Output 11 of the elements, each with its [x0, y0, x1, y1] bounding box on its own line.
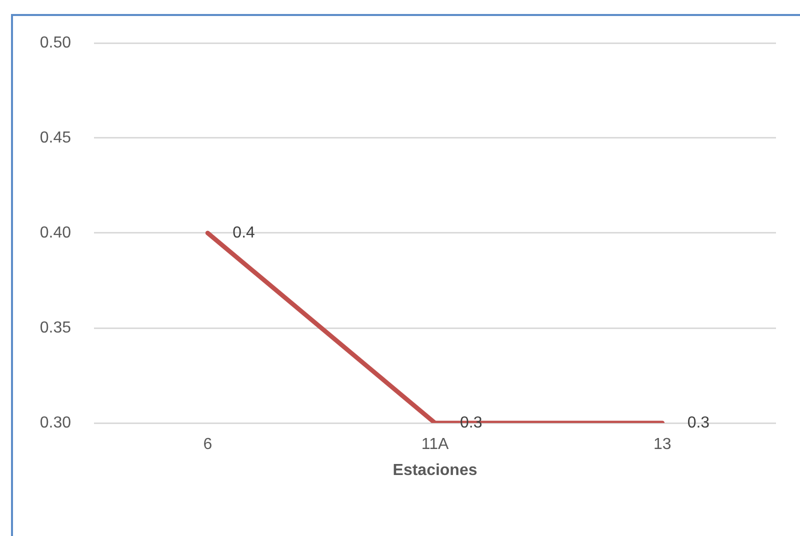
y-tick-label: 0.30: [40, 414, 72, 432]
data-label: 0.4: [232, 224, 256, 242]
x-tick-label: 13: [653, 436, 672, 454]
x-tick-label: 6: [203, 436, 212, 454]
y-tick-label: 0.50: [40, 34, 72, 52]
x-axis-title: Estaciones: [392, 462, 478, 479]
y-tick-label: 0.45: [40, 129, 72, 146]
y-tick-label: 0.40: [40, 224, 72, 242]
x-tick-label: 11A: [421, 436, 449, 454]
y-tick-label: 0.35: [40, 319, 72, 336]
data-label: 0.3: [687, 414, 710, 432]
